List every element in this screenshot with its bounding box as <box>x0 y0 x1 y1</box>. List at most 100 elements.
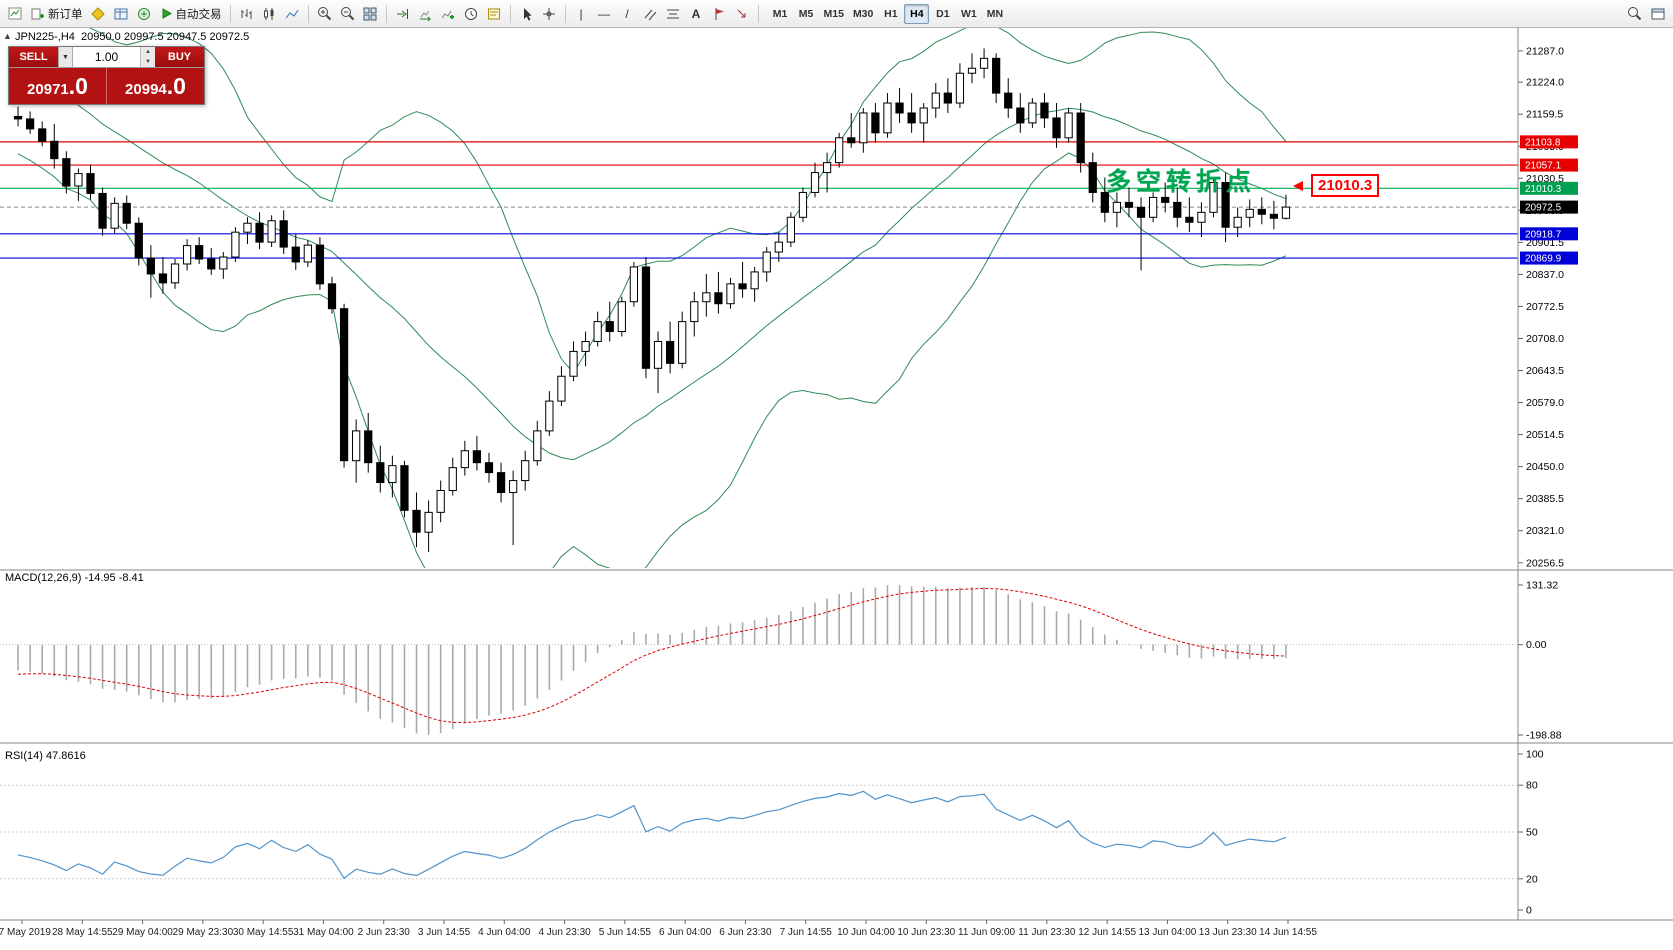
sell-price-main: 20971 <box>27 81 69 98</box>
strategy-button[interactable] <box>133 3 156 25</box>
period-button-m1[interactable]: M1 <box>772 7 788 20</box>
clock-icon <box>465 7 477 20</box>
panel-collapse-button[interactable]: ▲ <box>3 31 12 41</box>
volume-down-button[interactable]: ▼ <box>141 57 155 67</box>
volume-input[interactable] <box>73 47 140 67</box>
candlestick-icon <box>264 7 274 20</box>
new-window-button[interactable] <box>1646 3 1669 25</box>
period-button-mn[interactable]: MN <box>986 7 1004 20</box>
price-scale[interactable]: 21287.021224.021159.521095.021030.520966… <box>1518 45 1578 569</box>
one-click-trading-panel: SELL ▼ ▲ ▼ BUY 20971.0 20994.0 <box>8 46 205 105</box>
bollinger-middle-band[interactable] <box>17 72 1287 461</box>
text-button[interactable]: A <box>685 3 708 25</box>
hline-button[interactable]: — <box>593 3 616 25</box>
new-chart-button[interactable] <box>4 3 27 25</box>
volume-dropdown-button[interactable]: ▼ <box>58 47 73 67</box>
time-label: 5 Jun 14:55 <box>599 927 652 938</box>
period-button-d1[interactable]: D1 <box>936 7 950 20</box>
macd-histogram <box>17 585 1287 735</box>
period-button-w1[interactable]: W1 <box>961 7 977 20</box>
period-button-m15[interactable]: M15 <box>823 7 844 20</box>
tile-windows-button[interactable] <box>359 3 382 25</box>
chart-shift-button[interactable] <box>391 3 414 25</box>
time-label: 30 May 14:55 <box>233 927 294 938</box>
trendline-button[interactable]: / <box>616 3 639 25</box>
sell-button[interactable]: SELL <box>9 47 58 67</box>
line-chart-icon <box>285 9 299 18</box>
svg-text:20321.0: 20321.0 <box>1526 525 1564 537</box>
volume-box: ▲ ▼ <box>73 47 155 67</box>
rsi-scale-100: 100 <box>1526 749 1544 761</box>
svg-text:20385.5: 20385.5 <box>1526 493 1564 505</box>
mql-wizard-button[interactable] <box>87 3 110 25</box>
svg-text:20579.0: 20579.0 <box>1526 397 1564 409</box>
toolbar-separator <box>307 4 309 23</box>
rsi-line <box>17 790 1287 880</box>
time-label: 12 Jun 14:55 <box>1078 927 1136 938</box>
channel-button[interactable] <box>639 3 662 25</box>
period-button-m5[interactable]: M5 <box>798 7 814 20</box>
data-window-icon <box>114 8 128 19</box>
zoom-in-button[interactable] <box>313 3 336 25</box>
toolbar-separator <box>564 4 566 23</box>
strategy-icon <box>138 7 150 20</box>
search-button[interactable] <box>1623 3 1646 25</box>
crosshair-button[interactable] <box>538 3 561 25</box>
fibonacci-button[interactable] <box>662 3 685 25</box>
price-badge-20972.5 <box>1520 200 1578 214</box>
fibonacci-icon <box>667 9 679 18</box>
new-order-icon <box>31 8 44 19</box>
time-label: 4 Jun 04:00 <box>478 927 531 938</box>
svg-text:21010.3: 21010.3 <box>1525 184 1562 195</box>
macd-scale-zero: 0.00 <box>1526 639 1547 651</box>
arrows-tool-icon <box>737 9 746 17</box>
time-label: 29 May 23:30 <box>173 927 234 938</box>
autotrade-button[interactable]: 自动交易 <box>156 3 226 25</box>
period-button-h1[interactable]: H1 <box>884 7 898 20</box>
sell-price-display[interactable]: 20971.0 <box>9 68 106 104</box>
indicators-button[interactable] <box>437 3 460 25</box>
main-chart-svg[interactable]: 21287.021224.021159.521095.021030.520966… <box>0 28 1673 950</box>
price-badge-20918.7 <box>1520 227 1578 241</box>
period-button-h4[interactable]: H4 <box>904 3 930 24</box>
price-badge-21103.8 <box>1520 135 1578 149</box>
svg-text:20450.0: 20450.0 <box>1526 461 1564 473</box>
volume-up-button[interactable]: ▲ <box>141 47 155 57</box>
auto-scroll-button[interactable] <box>414 3 437 25</box>
label-button[interactable] <box>708 3 731 25</box>
text-tool-icon: A <box>691 6 701 21</box>
svg-text:20918.7: 20918.7 <box>1525 229 1562 240</box>
new-order-button[interactable]: 新订单 <box>27 3 87 25</box>
arrows-button[interactable] <box>731 3 754 25</box>
bollinger-lower-band[interactable] <box>17 152 1287 619</box>
buy-price-display[interactable]: 20994.0 <box>106 68 204 104</box>
svg-text:20972.5: 20972.5 <box>1525 203 1562 214</box>
candlestick-button[interactable] <box>258 3 281 25</box>
rsi-scale-80: 80 <box>1526 780 1538 792</box>
svg-text:21030.5: 21030.5 <box>1526 173 1564 185</box>
cursor-button[interactable] <box>515 3 538 25</box>
data-window-button[interactable] <box>110 3 133 25</box>
time-label: 4 Jun 23:30 <box>538 927 591 938</box>
rsi-indicator-label: RSI(14) 47.8616 <box>5 750 86 762</box>
price-badge-20869.9 <box>1520 251 1578 265</box>
line-chart-button[interactable] <box>281 3 304 25</box>
periods-clock-button[interactable] <box>460 3 483 25</box>
price-callout-box[interactable]: 21010.3 <box>1311 174 1380 197</box>
buy-button[interactable]: BUY <box>155 47 204 67</box>
vline-button[interactable]: | <box>570 3 593 25</box>
period-button-m30[interactable]: M30 <box>852 7 874 20</box>
templates-button[interactable] <box>483 3 506 25</box>
bar-chart-button[interactable] <box>235 3 258 25</box>
time-label: 28 May 14:55 <box>52 927 113 938</box>
toolbar-separator <box>509 4 511 23</box>
zoom-out-button[interactable] <box>336 3 359 25</box>
macd-scale-max: 131.32 <box>1526 580 1558 592</box>
turning-point-annotation[interactable]: 多空转折点 <box>1106 168 1257 196</box>
svg-text:21057.1: 21057.1 <box>1525 161 1562 172</box>
bollinger-upper-band[interactable] <box>18 28 1287 374</box>
sell-price-dec: .0 <box>68 73 88 99</box>
time-label: 11 Jun 09:00 <box>958 927 1016 938</box>
